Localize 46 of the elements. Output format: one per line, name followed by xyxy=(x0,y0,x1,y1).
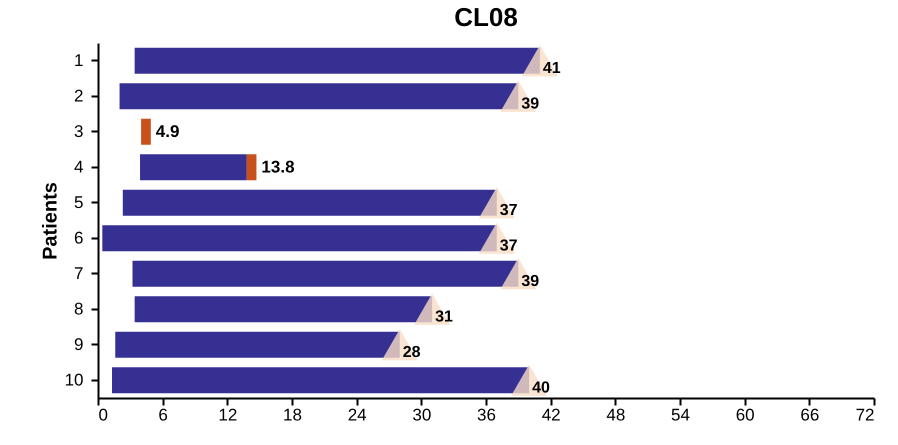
bar xyxy=(132,260,518,287)
x-tick-label: 60 xyxy=(736,406,755,424)
bar xyxy=(141,118,151,145)
bar xyxy=(246,154,256,180)
x-tick-label: 36 xyxy=(477,406,496,424)
data-label: 28 xyxy=(402,344,421,361)
data-label: 31 xyxy=(435,308,454,326)
x-tick-label: 0 xyxy=(98,406,108,424)
y-tick-label: 6 xyxy=(74,228,84,248)
y-tick-label: 7 xyxy=(74,264,84,283)
data-label: 39 xyxy=(521,95,540,112)
bar xyxy=(112,367,530,394)
x-tick-label: 24 xyxy=(348,406,367,424)
y-tick-label: 4 xyxy=(74,157,84,176)
data-label: 39 xyxy=(521,272,540,290)
x-tick-label: 72 xyxy=(856,406,874,424)
y-tick-label: 5 xyxy=(74,192,84,212)
bar xyxy=(140,154,247,180)
x-tick-label: 6 xyxy=(158,406,168,424)
y-tick-label: 8 xyxy=(74,299,84,318)
x-tick-label: 54 xyxy=(671,406,690,424)
bar xyxy=(122,190,497,216)
bar xyxy=(102,225,497,252)
data-label: 41 xyxy=(542,60,561,77)
bar xyxy=(115,332,400,358)
chart-title: CL08 xyxy=(454,2,518,32)
x-tick-label: 30 xyxy=(412,406,432,424)
y-tick-label: 9 xyxy=(74,334,84,354)
y-tick-label: 2 xyxy=(74,86,84,106)
x-tick-label: 66 xyxy=(800,406,820,424)
bar xyxy=(134,296,432,322)
y-tick-label: 3 xyxy=(74,122,84,141)
data-label: 37 xyxy=(500,202,518,219)
data-label: 37 xyxy=(500,237,518,254)
y-tick-label: 1 xyxy=(74,50,84,70)
x-tick-label: 18 xyxy=(283,406,302,424)
data-label: 4.9 xyxy=(156,122,180,141)
x-tick-label: 12 xyxy=(218,406,238,424)
bar xyxy=(120,83,518,110)
bar xyxy=(134,48,540,74)
data-label: 13.8 xyxy=(261,157,295,176)
y-axis-title: Patients xyxy=(40,182,62,260)
x-tick-label: 48 xyxy=(606,406,626,424)
y-tick-label: 10 xyxy=(64,370,84,390)
x-tick-label: 42 xyxy=(542,406,561,424)
data-label: 40 xyxy=(532,379,550,396)
